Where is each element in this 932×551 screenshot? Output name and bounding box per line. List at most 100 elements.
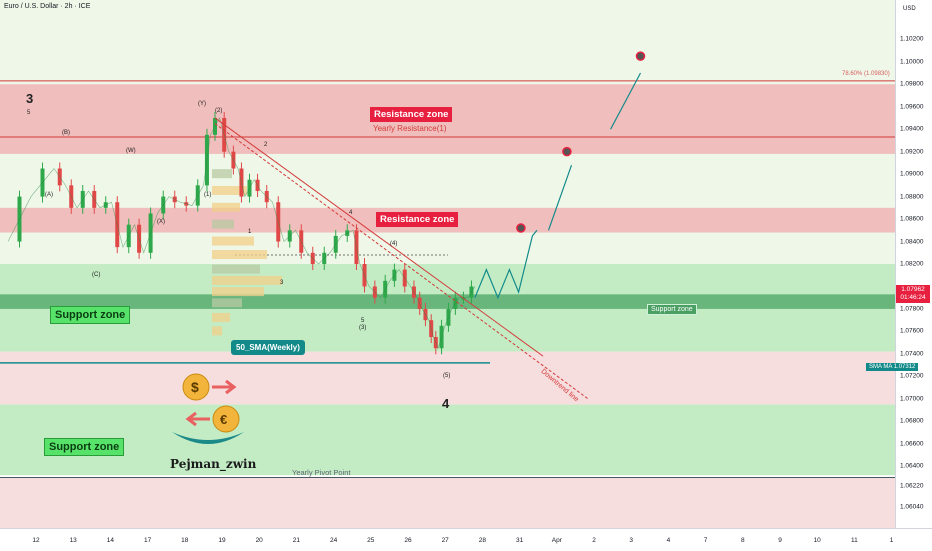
time-axis[interactable]: [0, 528, 932, 551]
price-tick-label: 1.07400: [900, 350, 924, 358]
band-bottom: [0, 477, 895, 528]
time-tick-label: 9: [778, 537, 782, 544]
euro-coin-icon: [212, 405, 240, 433]
price-tick-label: 1.07000: [900, 395, 924, 403]
volume-profile-bar-8: [212, 287, 264, 297]
time-tick-label: 12: [32, 537, 40, 544]
price-tick-label: 1.09000: [900, 170, 924, 178]
price-tick-label: 1.06400: [900, 462, 924, 470]
time-tick-label: 25: [367, 537, 375, 544]
wave-count-label: (2): [215, 108, 223, 114]
wave-count-label: (B): [62, 130, 70, 136]
wave-count-label: (X): [157, 219, 165, 225]
price-tick-label: 1.09600: [900, 103, 924, 111]
wave-3-label: 3: [26, 91, 34, 106]
band-between-supports: [0, 351, 895, 405]
price-tick-label: 1.08400: [900, 238, 924, 246]
support-zone-label-upper: Support zone: [50, 306, 131, 324]
wave-count-label: (C): [92, 272, 101, 278]
zone-support-tag-4: [0, 294, 895, 309]
wave-count-label: 3: [280, 280, 284, 286]
target-point-0: [516, 223, 526, 233]
time-tick-label: 11: [851, 537, 858, 544]
sma-price-tag: SMA MA 1.07312: [866, 363, 919, 371]
volume-profile-bar-11: [212, 326, 222, 336]
volume-profile-bar-1: [212, 185, 247, 195]
wave-count-label: 1: [248, 229, 252, 235]
time-tick-label: 7: [703, 537, 708, 544]
current-price: 1.07962: [901, 286, 925, 293]
price-tick-label: 1.06800: [900, 417, 924, 425]
price-tick-label: 1.06220: [900, 482, 924, 490]
price-tick-label: 1.08200: [900, 260, 924, 268]
price-tick-label: 1.07200: [900, 372, 924, 380]
wave-count-label: 2: [264, 142, 268, 148]
downtrend-line-lower: [214, 123, 589, 400]
volume-profile-bar-4: [212, 236, 254, 246]
projection-arrow-0: [547, 164, 573, 231]
price-tick-label: 1.09800: [900, 80, 924, 88]
price-tick-label: 1.07800: [900, 305, 924, 313]
time-tick-label: 18: [181, 537, 189, 544]
volume-profile-bar-9: [212, 298, 242, 308]
price-tick-label: 1.09200: [900, 148, 924, 156]
volume-profile-bar-10: [212, 312, 230, 322]
price-trace: [7, 117, 476, 350]
resistance-zone-label-mid: Resistance zone: [376, 212, 459, 227]
zone-support-3: [0, 404, 895, 476]
time-tick-label: 14: [106, 537, 115, 544]
wave-count-label: (4): [390, 241, 398, 247]
fib-level-label: 78.60% (1.09830): [842, 71, 890, 77]
volume-profile-bar-2: [212, 202, 240, 212]
price-tick-label: 1.10000: [900, 58, 924, 66]
target-point-2: [635, 51, 646, 61]
time-tick-label: 8: [740, 537, 745, 544]
time-tick-label: 24: [329, 537, 338, 544]
chart-title: Euro / U.S. Dollar · 2h · ICE: [4, 3, 91, 10]
wave-count-label: 5: [361, 318, 365, 324]
wave-count-label: (1): [204, 192, 212, 198]
time-tick-label: 27: [441, 537, 449, 544]
sma-tag-value: 1.07312: [893, 364, 916, 370]
volume-profile-bar-5: [212, 250, 267, 260]
arrow-left-icon: [185, 411, 210, 427]
sma-weekly-label: 50_SMA(Weekly): [231, 340, 305, 355]
euro-glyph: €: [220, 412, 227, 427]
time-tick-label: 17: [143, 537, 152, 544]
currency-label: USD: [903, 6, 916, 12]
time-tick-label: 21: [292, 537, 301, 544]
brand-swoosh-icon: [172, 432, 244, 444]
time-tick-label: 31: [515, 537, 524, 544]
support-zone-label-lower: Support zone: [44, 438, 125, 456]
current-price-tag: 1.07962 01:46:24: [896, 285, 930, 303]
time-tick-label: 19: [218, 537, 226, 544]
price-tick-label: 1.08800: [900, 193, 924, 201]
time-tick-label: 4: [666, 537, 671, 544]
volume-profile-bar-7: [212, 275, 282, 285]
brand-signature: Pejman_zwin: [170, 457, 257, 471]
sma-tag-name: SMA MA: [869, 364, 893, 370]
time-tick-label: 26: [404, 537, 412, 544]
time-tick-label: 28: [478, 537, 487, 544]
dollar-coin-icon: [182, 373, 210, 401]
wave-count-label: 4: [349, 210, 353, 216]
resistance-zone-label-top: Resistance zone: [370, 107, 453, 122]
projection-path: [474, 229, 538, 300]
price-tick-label: 1.09400: [900, 125, 924, 133]
time-tick-label: 10: [813, 537, 821, 544]
price-tick-label: 1.08600: [900, 215, 924, 223]
wave-count-label: 5: [27, 110, 31, 116]
wave-count-label: (Y): [198, 101, 206, 107]
arrow-right-icon: [212, 379, 237, 395]
price-axis[interactable]: [895, 0, 932, 528]
volume-profile-bar-3: [212, 219, 234, 229]
volume-profile-bar-6: [212, 264, 260, 274]
target-point-1: [562, 146, 572, 157]
wave-count-label: (3): [359, 325, 367, 331]
price-tick-label: 1.10200: [900, 35, 924, 43]
time-tick-label: 13: [69, 537, 77, 544]
time-tick-label: Apr: [551, 537, 562, 544]
bar-countdown: 01:46:24: [900, 294, 926, 301]
price-tick-label: 1.06040: [900, 503, 924, 511]
